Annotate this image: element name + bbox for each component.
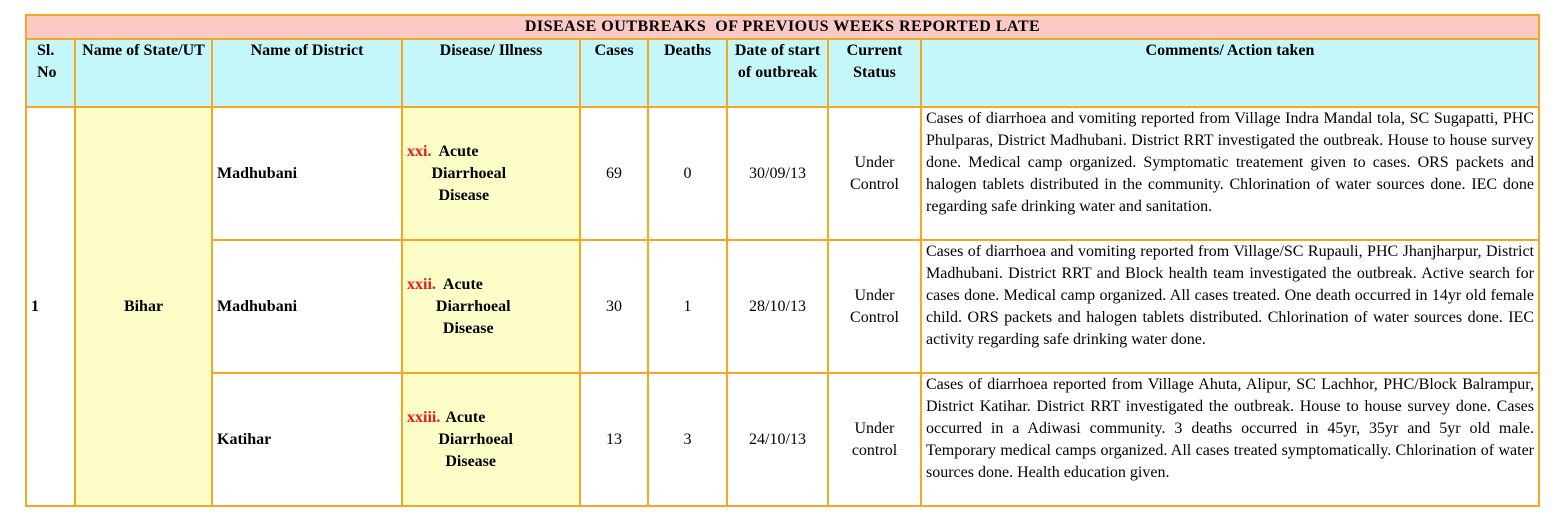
header-sl-no: Sl. No	[25, 38, 76, 108]
header-cases: Cases	[579, 38, 649, 108]
disease-line: Acute	[442, 275, 483, 293]
cases-cell: 30	[579, 239, 649, 374]
table-title: DISEASE OUTBREAKS OF PREVIOUS WEEKS REPO…	[25, 14, 1540, 40]
header-row: Sl. No Name of State/UT Name of District…	[25, 38, 1540, 108]
comments-cell: Cases of diarrhoea and vomiting reported…	[920, 106, 1540, 241]
header-district: Name of District	[211, 38, 403, 108]
comments-cell: Cases of diarrhoea reported from Village…	[920, 372, 1540, 507]
outbreak-table: DISEASE OUTBREAKS OF PREVIOUS WEEKS REPO…	[25, 14, 1540, 507]
header-disease: Disease/ Illness	[401, 38, 581, 108]
date-cell: 30/09/13	[726, 106, 829, 241]
status-cell: Under Control	[827, 239, 922, 374]
district-cell: Madhubani	[211, 239, 403, 374]
header-comments: Comments/ Action taken	[920, 38, 1540, 108]
cases-cell: 13	[579, 372, 649, 507]
date-cell: 24/10/13	[726, 372, 829, 507]
status-cell: Under control	[827, 372, 922, 507]
comments-cell: Cases of diarrhoea and vomiting reported…	[920, 239, 1540, 374]
state-cell: Bihar	[74, 106, 213, 507]
district-cell: Katihar	[211, 372, 403, 507]
disease-name: Acute Diarrhoeal Disease	[436, 274, 511, 340]
disease-number: xxi.	[407, 142, 432, 160]
disease-cell: xxi. Acute Diarrhoeal Disease	[401, 106, 581, 241]
disease-line: Disease	[442, 319, 494, 337]
district-cell: Madhubani	[211, 106, 403, 241]
sl-no-cell: 1	[25, 106, 76, 507]
disease-name: Acute Diarrhoeal Disease	[431, 141, 506, 207]
date-cell: 28/10/13	[726, 239, 829, 374]
disease-line: Diarrhoeal	[438, 430, 513, 448]
cases-cell: 69	[579, 106, 649, 241]
deaths-cell: 0	[647, 106, 728, 241]
disease-line: Acute	[438, 142, 479, 160]
title-row: DISEASE OUTBREAKS OF PREVIOUS WEEKS REPO…	[25, 14, 1540, 40]
disease-cell: xxiii. Acute Diarrhoeal Disease	[401, 372, 581, 507]
disease-line: Disease	[438, 186, 490, 204]
disease-number: xxii.	[407, 275, 436, 293]
table-row: 1 Bihar Madhubani xxi. Acute Diarrhoeal …	[25, 106, 1540, 507]
disease-line: Diarrhoeal	[435, 297, 511, 315]
disease-number: xxiii.	[407, 408, 441, 426]
disease-line: Diarrhoeal	[431, 164, 507, 182]
disease-line: Acute	[445, 408, 486, 426]
disease-cell: xxii. Acute Diarrhoeal Disease	[401, 239, 581, 374]
disease-name: Acute Diarrhoeal Disease	[438, 407, 513, 473]
table-row: Madhubani xxii. Acute Diarrhoeal Disease…	[26, 239, 1540, 374]
deaths-cell: 3	[647, 372, 728, 507]
deaths-cell: 1	[647, 239, 728, 374]
disease-line: Disease	[445, 452, 496, 470]
header-deaths: Deaths	[647, 38, 728, 108]
status-cell: Under Control	[827, 106, 922, 241]
header-status: Current Status	[827, 38, 922, 108]
header-state: Name of State/UT	[74, 38, 213, 108]
header-date: Date of start of outbreak	[726, 38, 829, 108]
table-row: Katihar xxiii. Acute Diarrhoeal Disease …	[26, 372, 1540, 507]
